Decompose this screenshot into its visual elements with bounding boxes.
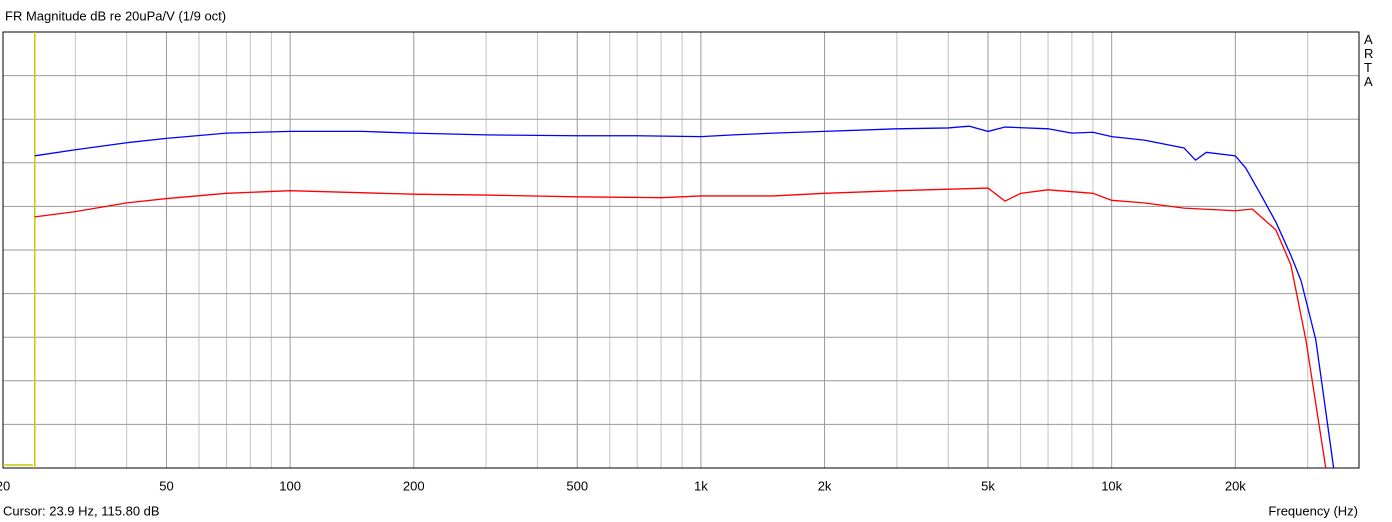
grid bbox=[2, 31, 1360, 469]
x-tick-label: 100 bbox=[279, 478, 301, 493]
x-tick-label: 200 bbox=[403, 478, 425, 493]
x-tick-label: 20k bbox=[1225, 478, 1246, 493]
chart-title: FR Magnitude dB re 20uPa/V (1/9 oct) bbox=[5, 8, 226, 23]
x-tick-label: 50 bbox=[159, 478, 173, 493]
x-tick-label: 20 bbox=[0, 478, 10, 493]
x-tick-label: 500 bbox=[566, 478, 588, 493]
series-line bbox=[34, 125, 1335, 469]
plot-area bbox=[3, 32, 1335, 469]
cursor-readout: Cursor: 23.9 Hz, 115.80 dB bbox=[3, 503, 160, 518]
plot-border bbox=[2, 31, 1360, 469]
x-tick-label: 5k bbox=[981, 478, 995, 493]
series-line bbox=[34, 187, 1327, 469]
x-tick-label: 2k bbox=[818, 478, 832, 493]
x-axis-label: Frequency (Hz) bbox=[1268, 503, 1358, 518]
x-tick-label: 1k bbox=[694, 478, 708, 493]
x-tick-label: 10k bbox=[1101, 478, 1122, 493]
brand: ARTA bbox=[1364, 32, 1374, 89]
